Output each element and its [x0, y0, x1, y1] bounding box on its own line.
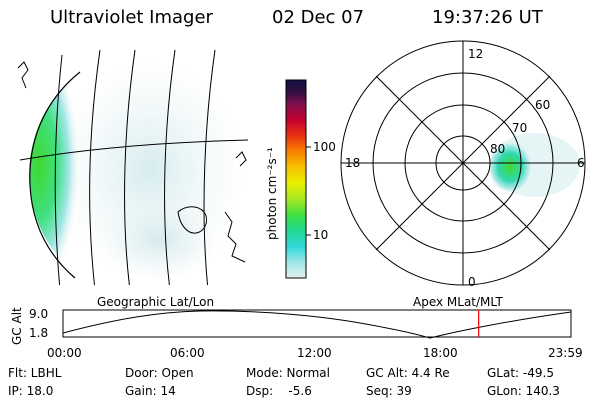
coastline: [177, 206, 208, 234]
colorbar-tick-label: 100: [313, 140, 336, 154]
mlt-label-12: 12: [468, 47, 484, 61]
time-label: 19:37:26 UT: [432, 7, 543, 28]
coastline: [224, 211, 246, 263]
status-gain: Gain: 14: [125, 384, 176, 398]
status-seq: Seq: 39: [366, 384, 412, 398]
instrument-title: Ultraviolet Imager: [50, 7, 213, 28]
meridian-line: [89, 49, 101, 285]
polar-aurora: [488, 141, 532, 193]
timeline-x-tick: 00:00: [47, 346, 82, 360]
status-gc-alt: GC Alt: 4.4 Re: [366, 366, 450, 380]
mlt-label-18: 18: [345, 156, 361, 170]
status-glat: GLat: -49.5: [487, 366, 554, 380]
colorbar-scale: [285, 79, 307, 279]
emission-haze-south: [100, 200, 220, 280]
mlt-diagonal: [375, 75, 551, 251]
status-ip: IP: 18.0: [8, 384, 54, 398]
altitude-curve: [62, 310, 572, 339]
meridian-line: [124, 49, 136, 285]
timeline-x-tick: 18:00: [423, 346, 458, 360]
status-mode: Mode: Normal: [246, 366, 330, 380]
timeline-frame: [62, 309, 572, 338]
mlat-label-80: 80: [490, 142, 506, 156]
timeline-x-tick: 12:00: [297, 346, 332, 360]
mlat-label-60: 60: [535, 98, 551, 112]
date-label: 02 Dec 07: [272, 7, 365, 28]
mlt-label-0: 0: [468, 275, 476, 289]
timeline-x-tick: 06:00: [170, 346, 205, 360]
meridian-line: [203, 49, 216, 285]
timeline-axis-label: GC Alt: [10, 307, 24, 345]
status-glon: GLon: 140.3: [487, 384, 560, 398]
timeline-y-tick: 9.0: [29, 307, 49, 321]
meridian-line: [54, 54, 63, 285]
mlat-label-70: 70: [512, 121, 528, 135]
timeline-y-tick: 1.8: [29, 326, 49, 340]
coastline: [18, 61, 29, 89]
status-dsp: Dsp: -5.6: [246, 384, 312, 398]
map-caption: Geographic Lat/Lon: [97, 295, 215, 309]
colorbar-tick-label: 10: [313, 228, 329, 242]
status-door: Door: Open: [125, 366, 194, 380]
meridian-line: [164, 49, 176, 285]
aurora-glow-left: [29, 75, 96, 275]
timeline-x-tick: 23:59: [548, 346, 583, 360]
mlt-label-6: 6: [577, 156, 585, 170]
coastline: [235, 151, 247, 167]
earth-limb: [29, 71, 81, 279]
parallel-line: [19, 139, 248, 161]
polar-caption: Apex MLat/MLT: [413, 295, 503, 309]
status-filter: Flt: LBHL: [8, 366, 62, 380]
